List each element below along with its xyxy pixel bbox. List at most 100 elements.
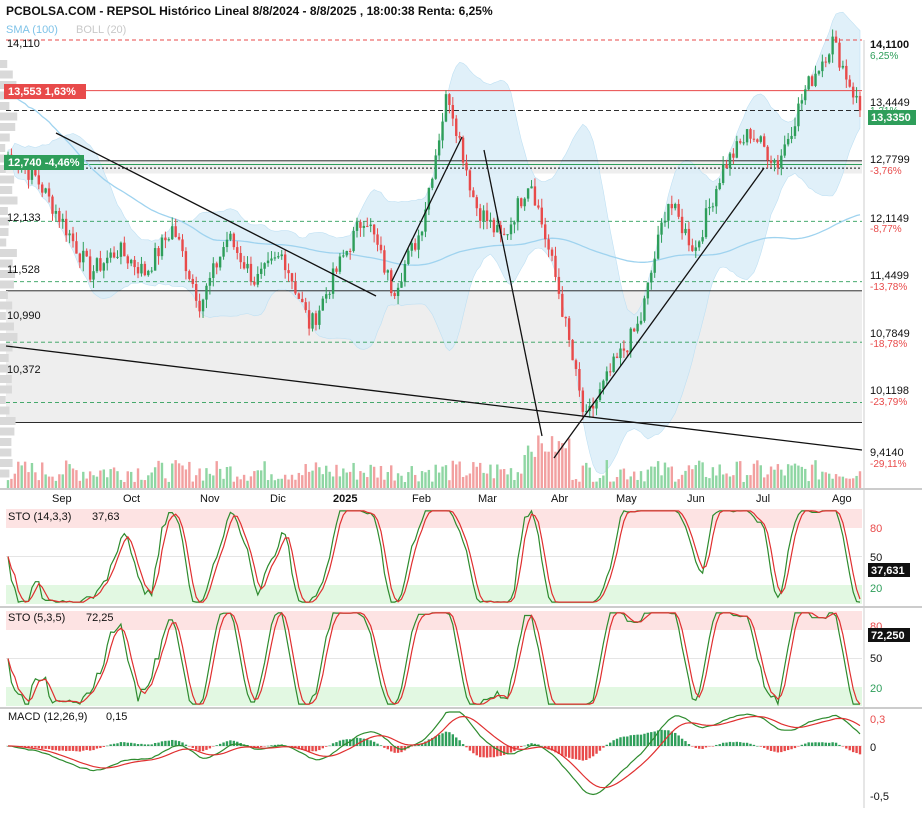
- sto2-value: 72,25: [86, 612, 114, 624]
- volume-bar: [232, 481, 236, 488]
- volume-bar: [386, 472, 390, 488]
- macd-histogram-bar: [188, 746, 191, 747]
- candle-body: [335, 268, 338, 272]
- candle-body: [236, 247, 239, 254]
- macd-histogram-bar: [78, 746, 82, 752]
- candle-body: [242, 262, 246, 269]
- candle-body: [821, 61, 824, 72]
- macd-histogram-bar: [680, 738, 684, 746]
- macd-histogram-bar: [301, 746, 304, 750]
- macd-histogram-bar: [157, 742, 160, 746]
- macd-histogram-bar: [434, 736, 437, 746]
- volume-bar: [697, 460, 701, 488]
- resistance-badge-text: 13,553 1,63%: [8, 86, 76, 98]
- candle-body: [797, 103, 800, 127]
- macd-histogram-bar: [745, 742, 749, 746]
- volume-bar: [547, 451, 550, 488]
- candle-body: [290, 273, 294, 282]
- macd-histogram-bar: [260, 746, 263, 748]
- macd-histogram-bar: [61, 746, 64, 751]
- volume-bar: [845, 478, 848, 488]
- volume-profile-bar: [0, 375, 12, 383]
- volume-bar: [434, 464, 437, 488]
- macd-histogram-bar: [561, 746, 564, 757]
- volume-bar: [834, 474, 838, 488]
- candle-body: [564, 316, 567, 319]
- macd-histogram-bar: [650, 732, 653, 746]
- candle-body: [441, 121, 444, 141]
- candle-body: [372, 224, 376, 235]
- candle-body: [704, 208, 708, 238]
- macd-histogram-bar: [304, 746, 307, 751]
- volume-profile-bar: [0, 343, 13, 352]
- macd-histogram-bar: [321, 746, 324, 749]
- volume-bar: [458, 461, 461, 488]
- candle-body: [379, 244, 383, 251]
- volume-bar: [191, 481, 194, 488]
- candle-body: [328, 293, 331, 295]
- candle-body: [30, 166, 34, 180]
- sto2-level: 20: [870, 683, 882, 695]
- macd-histogram-bar: [366, 739, 369, 746]
- volume-bar: [413, 474, 417, 488]
- volume-bar: [694, 465, 697, 488]
- candle-body: [810, 76, 814, 86]
- volume-bar: [489, 464, 492, 488]
- sto1-value: 37,63: [92, 511, 120, 523]
- macd-histogram-bar: [116, 743, 119, 746]
- candle-body: [434, 155, 437, 179]
- trend-line: [55, 132, 377, 297]
- candle-body: [109, 252, 112, 258]
- macd-histogram-bar: [140, 743, 143, 746]
- sto1-level: 20: [870, 583, 882, 595]
- macd-histogram-bar: [547, 746, 550, 750]
- month-label: Feb: [412, 493, 431, 505]
- macd-histogram-bar: [123, 742, 126, 746]
- volume-bar: [253, 471, 256, 488]
- macd-histogram-bar: [769, 746, 773, 752]
- candle-body: [383, 250, 386, 273]
- volume-bar: [831, 478, 834, 488]
- macd-histogram-bar: [318, 746, 321, 751]
- volume-profile-bar: [0, 175, 15, 184]
- volume-bar: [475, 466, 478, 488]
- candle-body: [475, 197, 478, 209]
- macd-histogram-bar: [424, 741, 427, 746]
- volume-bar: [485, 473, 489, 488]
- volume-profile-bar: [0, 385, 12, 394]
- candle-body: [58, 211, 61, 222]
- volume-bar: [78, 480, 82, 488]
- macd-histogram-bar: [420, 743, 424, 746]
- volume-bar: [496, 464, 499, 488]
- axis-label: 10,7849: [870, 328, 910, 340]
- macd-histogram-bar: [598, 746, 602, 751]
- volume-bar: [619, 469, 622, 488]
- volume-bar: [143, 480, 147, 488]
- volume-bar: [37, 480, 40, 488]
- left-price-label: 10,372: [7, 364, 41, 376]
- candle-body: [273, 257, 277, 259]
- macd-level: 0: [870, 742, 876, 754]
- macd-histogram-bar: [417, 744, 420, 746]
- volume-profile-bar: [0, 186, 13, 194]
- volume-bar: [345, 472, 348, 488]
- volume-bar: [30, 462, 34, 488]
- volume-bar: [752, 463, 756, 488]
- volume-bar: [64, 460, 68, 488]
- volume-bar: [807, 481, 810, 488]
- sto2-tag: [868, 628, 910, 642]
- candle-body: [78, 253, 82, 263]
- volume-profile-bar: [0, 133, 10, 142]
- last-price-tag: [868, 110, 916, 125]
- volume-bar: [653, 466, 656, 488]
- volume-bar: [348, 471, 352, 488]
- candle-body: [376, 234, 379, 245]
- volume-bar: [732, 475, 735, 488]
- volume-bar: [6, 480, 10, 488]
- macd-histogram-bar: [369, 740, 372, 746]
- macd-histogram-bar: [715, 744, 718, 746]
- macd-histogram-bar: [119, 742, 123, 746]
- candle-body: [116, 256, 119, 258]
- macd-histogram-bar: [828, 742, 831, 746]
- macd-histogram-bar: [335, 742, 338, 746]
